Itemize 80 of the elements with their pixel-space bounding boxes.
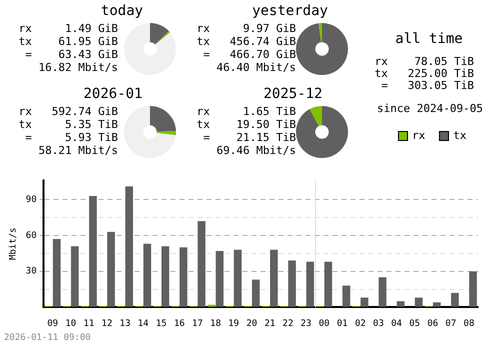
bar (89, 196, 97, 307)
bar (52, 239, 61, 307)
x-tick-label: 21 (264, 318, 276, 329)
x-tick-label: 06 (427, 318, 438, 329)
x-tick-label: 10 (65, 318, 76, 329)
chart-title: yesterday (251, 3, 329, 19)
x-tick-label: 01 (336, 318, 348, 329)
text: tx 19.50 TiB (196, 118, 296, 131)
text: = 21.15 TiB (203, 131, 296, 144)
x-tick-label: 03 (373, 318, 384, 329)
y-tick-label: 60 (26, 230, 37, 241)
bar (180, 247, 188, 307)
chart-title: 2025-12 (262, 86, 324, 102)
text: rx 1.65 TiB (196, 105, 296, 118)
x-tick-label: 05 (409, 318, 420, 329)
bar (234, 250, 242, 307)
bar (125, 186, 134, 307)
bar (342, 286, 350, 307)
text: 2026-01-11 09:00 (4, 332, 91, 345)
chart-title: 2026-01 (82, 86, 144, 102)
text: rx 1.49 GiB (18, 22, 118, 35)
legend-label: tx (452, 129, 466, 142)
bar (107, 232, 115, 307)
x-tick-label: 04 (391, 318, 402, 329)
text: 16.82 Mbit/s (38, 61, 118, 74)
chart-title: today (100, 3, 144, 19)
bar (324, 262, 332, 307)
x-tick-label: 23 (300, 318, 312, 329)
bar (432, 302, 441, 307)
x-tick-label: 11 (83, 318, 94, 329)
text: = 5.93 TiB (25, 131, 118, 144)
text: tx 225.00 TiB (374, 67, 474, 80)
text: rx 9.97 GiB (196, 22, 296, 35)
legend-label: rx (411, 129, 426, 142)
x-tick-label: 14 (138, 318, 149, 329)
text: tx 5.35 TiB (18, 118, 118, 131)
text: tx 61.95 GiB (18, 35, 118, 48)
x-tick-label: 20 (246, 318, 258, 329)
bar (270, 250, 278, 307)
x-tick-label: 22 (282, 318, 294, 329)
x-tick-label: 12 (102, 318, 112, 329)
x-tick-label: 02 (354, 318, 366, 329)
y-tick-label: 90 (26, 194, 37, 205)
text: since 2024-09-05 (376, 102, 484, 115)
bar (161, 246, 170, 307)
text: rx 78.05 TiB (374, 55, 474, 68)
bar (198, 221, 206, 307)
y-tick-label: 30 (26, 266, 37, 277)
x-tick-label: 19 (228, 318, 240, 329)
bar (143, 244, 152, 307)
x-tick-label: 15 (156, 318, 167, 329)
bar (252, 280, 260, 307)
text: = 303.05 TiB (381, 79, 474, 92)
text: = 466.70 GiB (203, 48, 296, 61)
text: all time (394, 31, 464, 47)
x-tick-label: 07 (445, 318, 456, 329)
bar (451, 292, 459, 307)
x-tick-label: 13 (120, 318, 130, 329)
x-tick-label: 08 (464, 318, 474, 329)
x-tick-label: 18 (210, 318, 221, 329)
bar (70, 246, 79, 307)
bar (360, 298, 368, 307)
bar (288, 260, 296, 307)
x-tick-label: 00 (318, 318, 330, 329)
y-axis-title: Mbit/s (8, 228, 19, 260)
text: tx 456.74 GiB (196, 35, 296, 48)
text: 69.46 Mbit/s (216, 144, 296, 157)
bar (306, 262, 314, 307)
text: = 63.43 GiB (25, 48, 118, 61)
x-tick-label: 16 (174, 318, 185, 329)
bar (378, 277, 386, 307)
bar (396, 301, 404, 307)
bar (469, 271, 477, 307)
x-tick-label: 09 (47, 318, 58, 329)
text: 58.21 Mbit/s (38, 144, 118, 157)
bar (216, 250, 224, 307)
bar (414, 298, 423, 307)
text: 46.40 Mbit/s (216, 61, 296, 74)
x-tick-label: 17 (192, 318, 203, 329)
text: rx 592.74 GiB (18, 105, 118, 118)
